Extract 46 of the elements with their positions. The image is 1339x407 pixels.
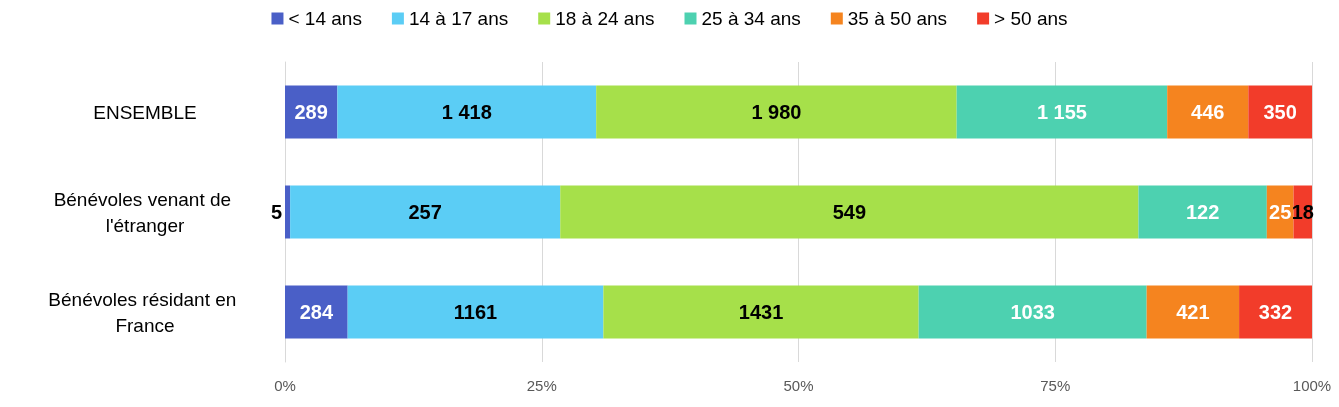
annotation: 1 418 bbox=[441, 101, 492, 123]
annotation: 421 bbox=[1176, 301, 1210, 323]
x-tick-label: 25% bbox=[526, 377, 557, 394]
annotation: 1431 bbox=[738, 301, 784, 323]
annotation: 446 bbox=[1191, 101, 1225, 123]
text: 5 bbox=[270, 201, 282, 223]
x-tick-label: 75% bbox=[1040, 377, 1071, 394]
legend-label: > 50 ans bbox=[994, 8, 1068, 29]
bar bbox=[337, 85, 597, 139]
bar bbox=[290, 185, 561, 239]
x-tick-label: 100% bbox=[1292, 377, 1332, 394]
bar bbox=[347, 285, 604, 339]
bar bbox=[918, 285, 1147, 339]
bar bbox=[1167, 85, 1249, 139]
bar bbox=[1248, 85, 1312, 139]
legend-label: 14 à 17 ans bbox=[408, 8, 509, 29]
annotation: 25 bbox=[1269, 201, 1292, 223]
legend-label: 18 à 24 ans bbox=[555, 8, 655, 29]
annotation: 122 bbox=[1185, 201, 1220, 223]
x-tick-label: 50% bbox=[783, 377, 814, 394]
annotation: 1 155 bbox=[1036, 101, 1087, 123]
annotation: 549 bbox=[832, 201, 867, 223]
x-tick-label: 0% bbox=[274, 377, 296, 394]
y-tick-label: Bénévoles résidant en France bbox=[48, 288, 242, 336]
bar bbox=[1138, 185, 1267, 239]
bar bbox=[285, 185, 291, 239]
annotation: 289 bbox=[294, 101, 328, 123]
annotation: 1161 bbox=[453, 301, 498, 323]
annotation: 257 bbox=[408, 201, 442, 223]
annotation: 1033 bbox=[1010, 301, 1055, 323]
annotation: 332 bbox=[1258, 301, 1293, 323]
bar bbox=[603, 285, 919, 339]
bar bbox=[956, 85, 1168, 139]
y-tick-label: ENSEMBLE bbox=[93, 101, 197, 123]
bar bbox=[1146, 285, 1240, 339]
bar bbox=[560, 185, 1139, 239]
bar bbox=[1239, 285, 1312, 339]
annotation: 350 bbox=[1263, 101, 1297, 123]
annotation: 1 980 bbox=[751, 101, 802, 123]
legend-label: 35 à 50 ans bbox=[847, 8, 948, 29]
annotation: 284 bbox=[299, 301, 334, 323]
bar bbox=[596, 85, 957, 139]
legend-label: 25 à 34 ans bbox=[701, 8, 801, 29]
y-tick-label: Bénévoles venant de l'étranger bbox=[53, 188, 237, 236]
legend-label: < 14 ans bbox=[288, 8, 362, 29]
bar bbox=[285, 285, 348, 339]
